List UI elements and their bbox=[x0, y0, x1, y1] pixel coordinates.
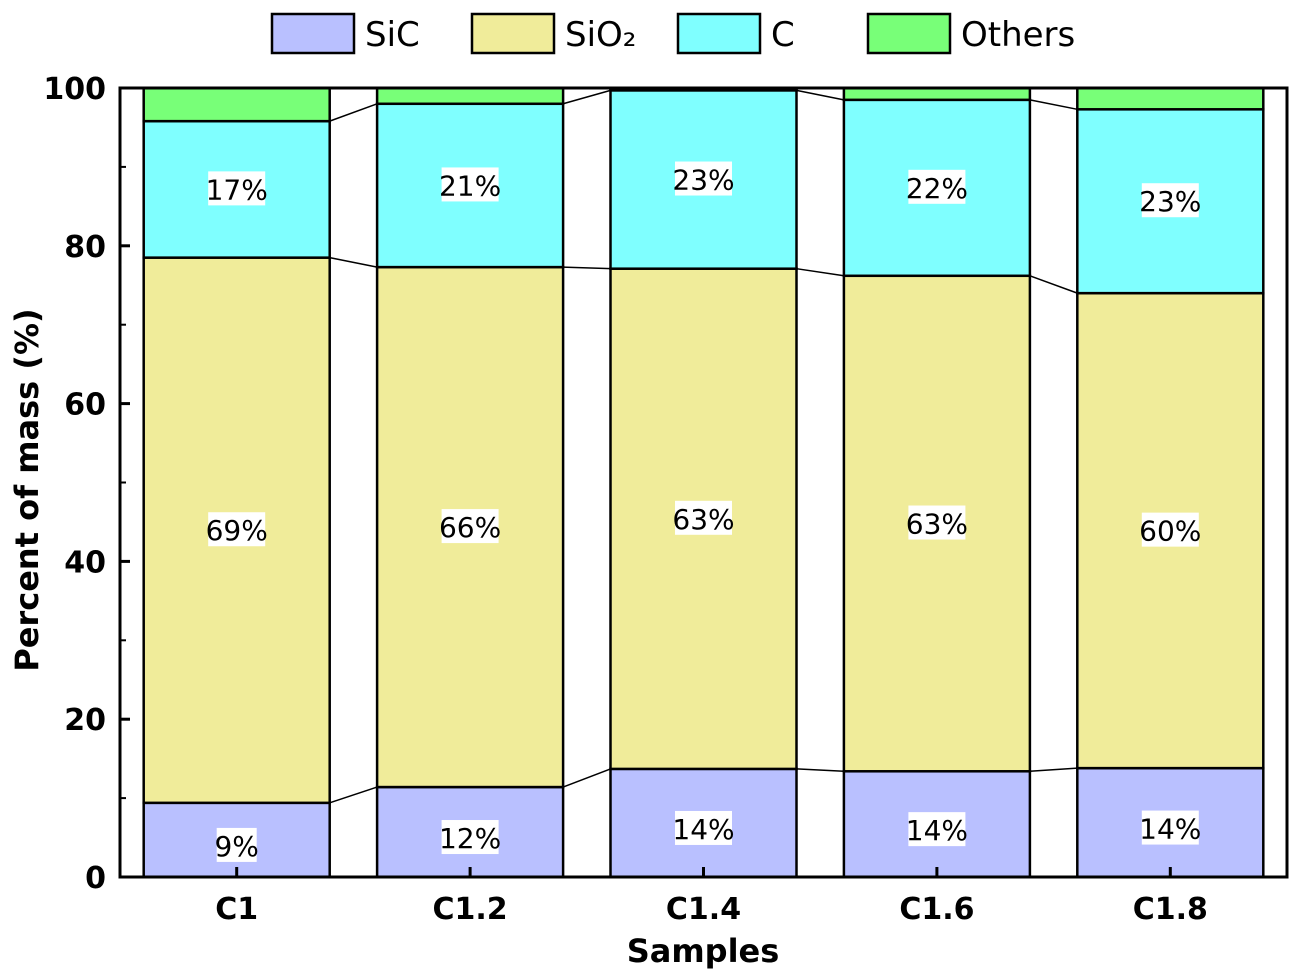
bar-others-C1.2 bbox=[375, 86, 565, 106]
connector-line bbox=[329, 103, 378, 122]
data-label-bg bbox=[908, 505, 966, 540]
data-label: 12% bbox=[439, 822, 501, 855]
data-label: 23% bbox=[1139, 185, 1201, 218]
data-label: 66% bbox=[439, 511, 501, 544]
data-label: 21% bbox=[439, 169, 501, 202]
axes: 0 20 40 60 80 100 C1 C1.2 C1.4 C1.6 C1.8 bbox=[43, 72, 1208, 927]
x-axis-label: Samples bbox=[627, 932, 780, 970]
data-label-bg bbox=[908, 812, 966, 847]
connector-line bbox=[563, 266, 611, 270]
x-tick-label: C1.6 bbox=[899, 892, 974, 927]
data-label-bg bbox=[675, 810, 732, 845]
data-label-bg bbox=[208, 512, 266, 547]
connector-line bbox=[796, 89, 845, 101]
data-label: 17% bbox=[206, 173, 268, 206]
data-label-bg bbox=[1141, 183, 1199, 218]
connector-lines bbox=[329, 89, 1078, 804]
connector-line bbox=[329, 256, 378, 268]
bars bbox=[142, 86, 1265, 879]
x-tick-label: C1.2 bbox=[433, 892, 508, 927]
legend-swatch-3 bbox=[866, 12, 952, 55]
y-tick-label: 0 bbox=[85, 861, 106, 896]
data-label-bg bbox=[208, 171, 266, 206]
data-label-bg bbox=[1141, 810, 1199, 845]
data-label-bg bbox=[216, 827, 257, 862]
y-axis-label: Percent of mass (%) bbox=[8, 308, 46, 671]
connector-line bbox=[329, 786, 378, 804]
legend: SiC SiO₂ C Others bbox=[270, 12, 1075, 55]
data-label: 23% bbox=[672, 164, 734, 197]
connector-line bbox=[1029, 767, 1078, 773]
connector-line bbox=[796, 267, 845, 277]
y-tick-label: 100 bbox=[43, 72, 106, 107]
x-tick-label: C1.8 bbox=[1133, 892, 1208, 927]
legend-label: SiC bbox=[365, 15, 420, 55]
legend-label: C bbox=[771, 15, 795, 55]
data-label: 63% bbox=[906, 508, 968, 541]
data-label: 14% bbox=[906, 814, 968, 847]
connector-line bbox=[1029, 275, 1078, 294]
legend-label: Others bbox=[961, 15, 1075, 55]
legend-label: SiO₂ bbox=[565, 15, 636, 55]
connector-line bbox=[562, 768, 611, 788]
bar-others-C1.8 bbox=[1076, 86, 1265, 111]
data-label-bg bbox=[908, 169, 966, 204]
y-tick-label: 40 bbox=[64, 545, 106, 580]
connector-line bbox=[562, 89, 611, 105]
data-label: 9% bbox=[214, 830, 258, 863]
y-tick-label: 20 bbox=[64, 703, 106, 738]
data-label-bg bbox=[675, 500, 732, 535]
data-label: 60% bbox=[1139, 515, 1201, 548]
bar-others-C1.6 bbox=[842, 86, 1032, 102]
data-label-bg bbox=[441, 509, 499, 544]
legend-swatch-2 bbox=[676, 12, 762, 55]
data-label: 22% bbox=[906, 172, 968, 205]
data-label: 14% bbox=[1139, 813, 1201, 846]
connector-line bbox=[1029, 99, 1078, 111]
data-label: 14% bbox=[672, 813, 734, 846]
x-tick-label: C1.4 bbox=[666, 892, 741, 927]
legend-swatch-0 bbox=[270, 12, 356, 55]
data-label-bg bbox=[1141, 512, 1199, 547]
legend-swatch-1 bbox=[470, 12, 556, 55]
data-label: 69% bbox=[206, 514, 268, 547]
data-label-bg bbox=[675, 161, 732, 196]
data-label-bg bbox=[441, 167, 499, 202]
data-label-bg bbox=[441, 820, 499, 855]
data-label: 63% bbox=[672, 503, 734, 536]
data-labels: 9% 69% 17% 12% 66% 21% 14% 63% 23% 14% 63% 22% 14% 60… bbox=[206, 161, 1201, 863]
connector-line bbox=[796, 768, 844, 773]
y-tick-label: 80 bbox=[64, 230, 106, 265]
x-tick-label: C1 bbox=[215, 892, 258, 927]
bar-others-C1 bbox=[142, 86, 331, 123]
y-tick-label: 60 bbox=[64, 388, 106, 423]
